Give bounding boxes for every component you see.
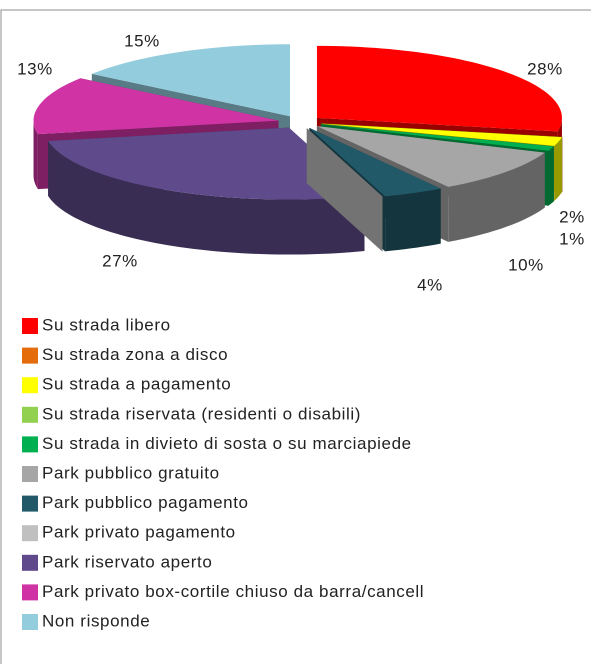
legend-swatch — [22, 495, 38, 512]
legend-swatch — [22, 318, 38, 334]
legend-swatch — [22, 525, 38, 542]
legend-label: Park riservato aperto — [42, 552, 212, 571]
legend-label: Su strada in divieto di sosta o su marci… — [42, 434, 412, 453]
slice-top — [48, 127, 365, 200]
data-label: 4% — [417, 275, 443, 294]
slice-top — [320, 123, 554, 147]
legend-swatch — [22, 584, 38, 601]
data-label: 13% — [17, 59, 53, 78]
legend-label: Park pubblico gratuito — [42, 463, 220, 482]
data-label: 27% — [102, 251, 138, 270]
slice-wall — [548, 146, 554, 206]
data-label: 10% — [508, 255, 544, 274]
slice-top — [91, 44, 291, 117]
data-label: 28% — [527, 59, 563, 78]
slice-side — [306, 128, 383, 252]
legend-label: Park privato pagamento — [42, 523, 236, 542]
legend-label: Park privato box-cortile chiuso da barra… — [42, 582, 424, 601]
slice-top — [316, 45, 562, 132]
slice-wall — [33, 120, 38, 190]
slice-wall — [448, 152, 545, 242]
slice — [306, 128, 383, 252]
legend-swatch — [22, 436, 38, 453]
data-label: 1% — [559, 229, 585, 248]
legend-swatch — [22, 554, 38, 571]
slice-top — [316, 126, 545, 187]
slice-top — [33, 78, 279, 135]
legend-label: Non risponde — [42, 611, 150, 630]
data-label: 2% — [559, 207, 585, 226]
legend-label: Su strada riservata (residenti o disabil… — [42, 404, 361, 423]
slice-top — [309, 127, 441, 197]
slice-wall — [385, 188, 441, 252]
legend-swatch — [22, 347, 38, 364]
slice-top — [320, 124, 554, 151]
slice-top — [321, 123, 562, 146]
legend-label: Su strada a pagamento — [42, 375, 231, 394]
data-label: 15% — [124, 31, 160, 50]
legend-swatch — [22, 466, 38, 482]
legend-label: Park pubblico pagamento — [42, 493, 249, 512]
legend-swatch — [22, 614, 38, 630]
legend-label: Su strada libero — [42, 315, 171, 334]
slice-wall — [48, 141, 365, 255]
legend-label: Su strada zona a disco — [42, 345, 228, 364]
slice-wall — [554, 137, 562, 201]
legend-swatch — [22, 377, 38, 394]
legend-swatch — [22, 406, 38, 423]
